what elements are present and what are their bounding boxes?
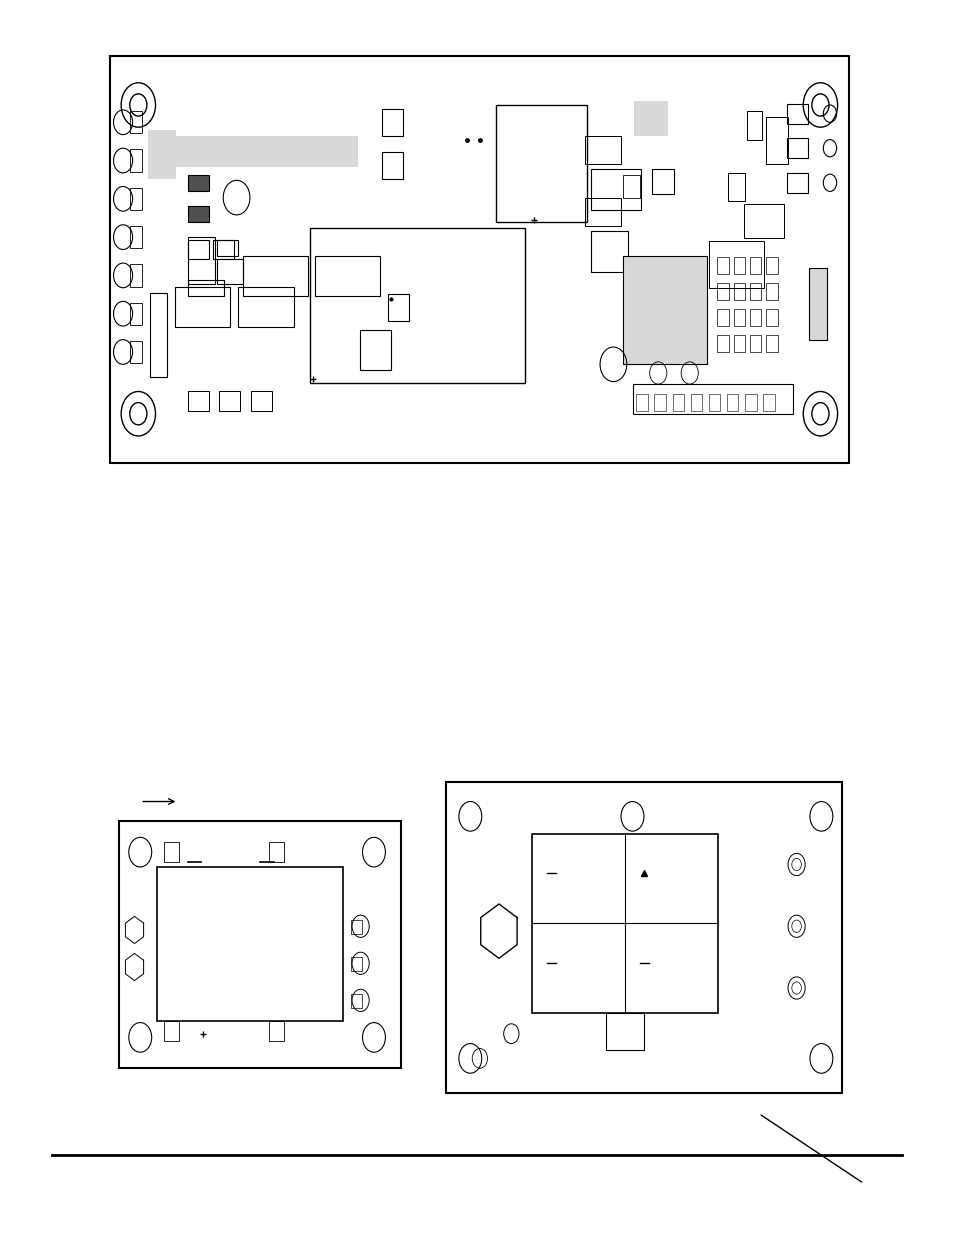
Bar bbox=[351, 994, 361, 1008]
Bar bbox=[717, 335, 728, 352]
Bar bbox=[148, 130, 176, 179]
Bar bbox=[150, 293, 167, 377]
Bar bbox=[216, 240, 237, 256]
Bar bbox=[746, 111, 761, 140]
Bar bbox=[243, 256, 308, 296]
Bar bbox=[786, 173, 807, 193]
Bar bbox=[727, 173, 744, 201]
Bar bbox=[130, 111, 142, 133]
Bar bbox=[174, 287, 230, 327]
Bar bbox=[744, 394, 756, 411]
Bar bbox=[381, 152, 402, 179]
Bar bbox=[672, 394, 683, 411]
Bar bbox=[216, 259, 243, 284]
Bar bbox=[786, 104, 807, 124]
Bar bbox=[622, 175, 639, 198]
Bar bbox=[314, 256, 379, 296]
Bar bbox=[622, 256, 706, 364]
Bar bbox=[164, 1021, 179, 1041]
Bar bbox=[708, 394, 720, 411]
Bar bbox=[213, 240, 233, 259]
Bar bbox=[733, 309, 744, 326]
Bar bbox=[130, 341, 142, 363]
Bar bbox=[717, 309, 728, 326]
Bar bbox=[496, 105, 586, 222]
Bar bbox=[269, 1021, 284, 1041]
Bar bbox=[749, 309, 760, 326]
Bar bbox=[269, 842, 284, 862]
Bar bbox=[176, 136, 357, 167]
Bar bbox=[749, 283, 760, 300]
Bar bbox=[765, 283, 777, 300]
Bar bbox=[359, 330, 391, 370]
Bar bbox=[717, 257, 728, 274]
Bar bbox=[110, 56, 848, 463]
Bar bbox=[446, 782, 841, 1093]
Bar bbox=[651, 169, 673, 194]
Bar bbox=[130, 303, 142, 325]
Bar bbox=[717, 283, 728, 300]
Bar bbox=[765, 335, 777, 352]
Bar bbox=[606, 1013, 644, 1050]
Bar bbox=[708, 241, 763, 288]
Bar bbox=[130, 149, 142, 172]
Bar bbox=[765, 309, 777, 326]
Bar bbox=[743, 204, 783, 238]
Bar bbox=[726, 394, 738, 411]
Bar bbox=[351, 957, 361, 971]
Bar bbox=[381, 109, 402, 136]
Bar bbox=[251, 391, 272, 411]
Bar bbox=[733, 335, 744, 352]
Bar bbox=[188, 280, 224, 296]
Bar bbox=[632, 384, 792, 414]
Bar bbox=[591, 231, 627, 272]
Bar bbox=[808, 268, 826, 340]
Bar bbox=[690, 394, 701, 411]
Bar bbox=[654, 394, 665, 411]
Bar bbox=[238, 287, 294, 327]
Bar bbox=[164, 842, 179, 862]
Bar bbox=[130, 226, 142, 248]
Bar bbox=[733, 283, 744, 300]
Bar bbox=[765, 117, 787, 164]
Bar bbox=[762, 394, 774, 411]
Bar bbox=[733, 257, 744, 274]
Bar bbox=[188, 206, 209, 222]
Bar bbox=[591, 169, 640, 210]
Bar bbox=[119, 821, 400, 1068]
Bar bbox=[634, 101, 667, 136]
Bar bbox=[749, 335, 760, 352]
Bar bbox=[388, 294, 409, 321]
Bar bbox=[219, 391, 240, 411]
Bar bbox=[310, 228, 524, 383]
Bar bbox=[130, 264, 142, 287]
Bar bbox=[786, 138, 807, 158]
Bar bbox=[584, 136, 620, 164]
Bar bbox=[636, 394, 647, 411]
Bar bbox=[351, 920, 361, 934]
Bar bbox=[188, 391, 209, 411]
Bar bbox=[188, 240, 209, 259]
Bar bbox=[584, 198, 620, 226]
Bar bbox=[765, 257, 777, 274]
Bar bbox=[532, 834, 718, 1013]
Bar bbox=[188, 175, 209, 191]
Bar bbox=[130, 188, 142, 210]
Bar bbox=[157, 867, 343, 1021]
Bar bbox=[749, 257, 760, 274]
Bar bbox=[188, 237, 214, 284]
